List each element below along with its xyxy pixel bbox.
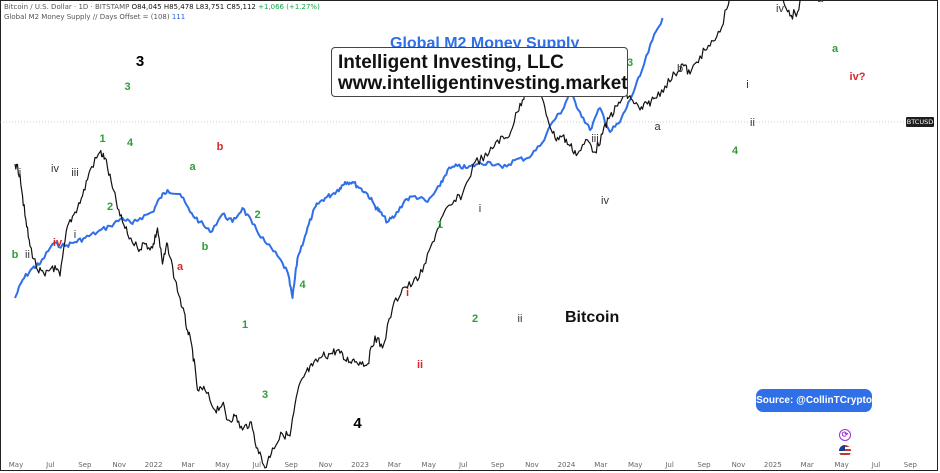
wave-label: a <box>817 0 824 5</box>
wave-label: 3 <box>136 53 144 70</box>
x-tick-label: May <box>422 461 436 469</box>
wave-label: 2 <box>107 201 113 213</box>
wave-label: iv? <box>850 71 866 83</box>
btc-line <box>14 0 801 469</box>
wave-label: a <box>177 261 184 273</box>
wave-label: 1 <box>242 319 248 331</box>
wave-label: 4 <box>299 279 306 291</box>
x-tick-label: Mar <box>801 461 814 469</box>
wave-label: 3 <box>124 81 130 93</box>
brand-box: Intelligent Investing, LLC www.intellige… <box>331 47 628 97</box>
wave-label: ii <box>417 359 423 371</box>
m2-legend: Global M2 Money Supply // Days Offset = … <box>4 13 185 21</box>
alert-clock-icon[interactable]: ⟳ <box>839 429 851 441</box>
brand-name: Intelligent Investing, LLC <box>338 52 564 73</box>
x-tick-label: Sep <box>491 461 505 469</box>
wave-label: 4 <box>353 415 362 432</box>
x-tick-label: Mar <box>181 461 194 469</box>
wave-label: i <box>406 287 409 299</box>
x-tick-label: May <box>628 461 642 469</box>
wave-label: ii <box>518 313 523 325</box>
x-tick-label: 2025 <box>764 461 782 469</box>
wave-label: 2 <box>254 209 260 221</box>
wave-label: 4 <box>732 145 739 157</box>
wave-label: iv <box>601 195 609 207</box>
x-tick-label: May <box>834 461 848 469</box>
us-flag-icon[interactable] <box>839 445 851 457</box>
wave-label: 1 <box>99 133 105 145</box>
wave-label: ii <box>750 117 755 129</box>
x-axis: May Jul Sep Nov 2022 Mar May Jul Sep Nov 2023 Mar Ma… <box>9 461 918 469</box>
x-tick-label: Nov <box>112 461 126 469</box>
wave-label: 3 <box>627 57 633 69</box>
wave-label: a <box>832 43 839 55</box>
x-tick-label: Sep <box>78 461 92 469</box>
wave-label: b <box>677 63 683 75</box>
btc-low: L83,751 <box>195 3 225 11</box>
wave-label: 2 <box>472 313 478 325</box>
x-tick-label: Sep <box>904 461 918 469</box>
wave-label: a <box>189 161 196 173</box>
wave-label: 3 <box>262 389 268 401</box>
x-tick-label: Sep <box>697 461 711 469</box>
x-tick-label: 2022 <box>145 461 163 469</box>
btc-legend-label: Bitcoin / U.S. Dollar · 1D · BITSTAMP <box>4 3 130 11</box>
x-tick-label: 2024 <box>557 461 575 469</box>
x-tick-label: Jul <box>664 461 674 469</box>
wave-label: ii <box>25 249 30 261</box>
x-tick-label: May <box>9 461 23 469</box>
m2-legend-value: 111 <box>171 13 186 21</box>
btc-series <box>14 0 801 469</box>
m2-series <box>14 17 664 299</box>
x-tick-label: Nov <box>319 461 333 469</box>
x-tick-label: May <box>215 461 229 469</box>
wave-label: iv <box>53 237 63 249</box>
wave-label: i <box>74 229 76 241</box>
x-tick-label: Mar <box>388 461 401 469</box>
wave-label: 4 <box>127 137 134 149</box>
wave-label: iv <box>51 163 59 175</box>
wave-label: b <box>202 241 209 253</box>
x-tick-label: Jul <box>458 461 468 469</box>
wave-label: i <box>19 167 21 179</box>
btc-high: H85,478 <box>163 3 194 11</box>
btc-open: O84,045 <box>131 3 162 11</box>
x-tick-label: Sep <box>285 461 299 469</box>
btc-series-label: Bitcoin <box>565 309 619 326</box>
x-tick-label: 2023 <box>351 461 369 469</box>
source-badge[interactable]: Source: @CollinTCrypto <box>756 389 872 412</box>
m2-line <box>14 17 664 299</box>
btc-legend: Bitcoin / U.S. Dollar · 1D · BITSTAMP O8… <box>4 3 320 11</box>
wave-label: iii <box>591 133 598 145</box>
brand-url: www.intelligentinvesting.market <box>338 73 628 94</box>
btc-price-tag: BTCUSD <box>906 117 934 127</box>
wave-label: b <box>12 249 19 261</box>
x-tick-label: Nov <box>525 461 539 469</box>
wave-label: 1 <box>437 219 443 231</box>
wave-label: i <box>746 79 748 91</box>
x-tick-label: Jul <box>871 461 881 469</box>
x-tick-label: Jul <box>45 461 55 469</box>
x-tick-label: Mar <box>594 461 607 469</box>
m2-legend-label: Global M2 Money Supply // Days Offset = … <box>4 13 170 21</box>
x-tick-label: Nov <box>732 461 746 469</box>
wave-label: a <box>654 121 661 133</box>
x-tick-label: Jul <box>252 461 262 469</box>
btc-change: +1,066 (+1.27%) <box>258 3 320 11</box>
wave-label: i <box>479 203 481 215</box>
wave-label: iii <box>71 167 78 179</box>
btc-close: C85,112 <box>226 3 256 11</box>
wave-label: b <box>217 141 224 153</box>
wave-label: iv <box>776 3 784 15</box>
